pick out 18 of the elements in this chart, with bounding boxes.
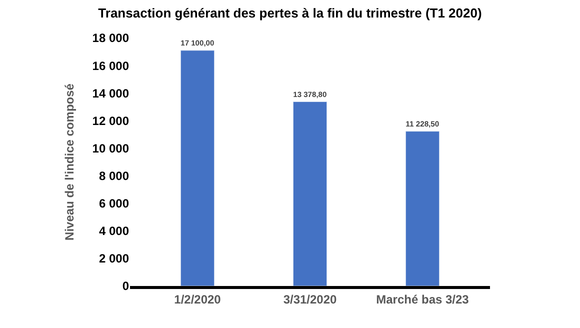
y-tick-label: 0 <box>122 279 130 294</box>
x-tick-label: Marché bas 3/23 <box>376 292 470 306</box>
y-tick-label: 14 000 <box>92 86 130 100</box>
y-tick-label: 10 000 <box>92 141 130 156</box>
bar <box>180 50 215 286</box>
y-tick-label: 16 000 <box>92 58 130 73</box>
x-tick-label: 1/2/2020 <box>174 292 222 306</box>
x-tick-label: 3/31/2020 <box>283 292 338 306</box>
y-tick-label: 12 000 <box>92 114 130 128</box>
y-axis-title: Niveau de l'indice composé <box>62 83 77 240</box>
y-tick-label: 8 000 <box>98 168 130 183</box>
bar <box>405 131 440 286</box>
y-tick-label: 2 000 <box>98 252 130 266</box>
y-tick-label: 6 000 <box>98 196 130 211</box>
bar <box>292 101 328 286</box>
y-tick-label: 18 000 <box>92 31 130 46</box>
chart-title: Transaction générant des pertes à la fin du trimestre (T1 2020) <box>98 5 482 20</box>
y-tick-label: 4 000 <box>98 224 130 238</box>
